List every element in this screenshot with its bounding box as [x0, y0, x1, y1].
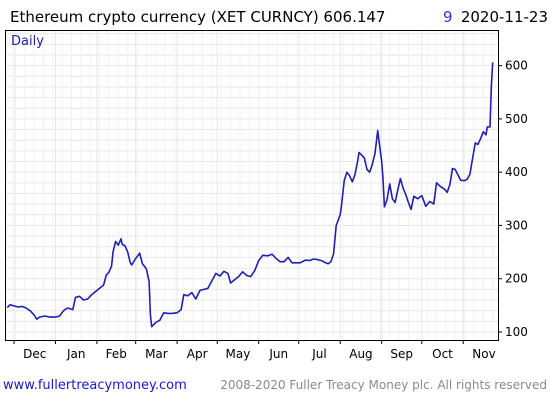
x-tick-label: Sep: [390, 347, 413, 361]
x-tick-label: Nov: [472, 347, 495, 361]
x-tick-label: Mar: [145, 347, 168, 361]
x-tick-label: Jun: [268, 347, 288, 361]
y-tick-label: 500: [505, 112, 528, 126]
y-axis: 100 200 300 400 500 600: [498, 59, 528, 339]
x-tick-label: Jan: [66, 347, 86, 361]
y-tick-label: 600: [505, 59, 528, 73]
x-tick-label: May: [226, 347, 251, 361]
y-tick-label: 400: [505, 165, 528, 179]
grid: [5, 31, 498, 340]
price-line: [6, 62, 494, 328]
x-axis: Dec Jan Feb Mar Apr May Jun Jul Aug Sep Oct Nov: [13, 340, 496, 361]
chart-title: Ethereum crypto currency (XET CURNCY) 60…: [10, 8, 385, 26]
frequency-label: Daily: [11, 34, 44, 49]
y-tick-label: 100: [505, 325, 528, 339]
y-tick-label: 200: [505, 272, 528, 286]
x-tick-label: Apr: [187, 347, 208, 361]
footer-url-link[interactable]: www.fullertreacymoney.com: [3, 378, 187, 393]
x-tick-label: Dec: [23, 347, 46, 361]
chart-date: 2020-11-23: [461, 8, 548, 26]
y-tick-label: 300: [505, 218, 528, 232]
x-tick-label: Jul: [311, 347, 326, 361]
x-tick-label: Oct: [432, 347, 453, 361]
change-fragment: 9: [443, 8, 453, 26]
footer-copyright: 2008-2020 Fuller Treacy Money plc. All r…: [220, 378, 547, 392]
plot-frame: [5, 30, 499, 341]
x-tick-label: Feb: [106, 347, 127, 361]
x-tick-label: Aug: [349, 347, 372, 361]
